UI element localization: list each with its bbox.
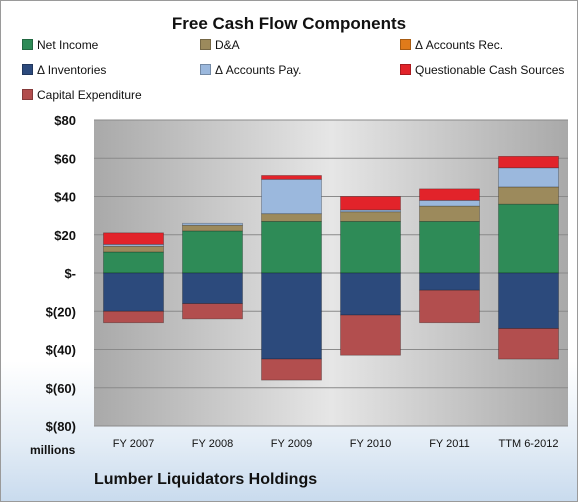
bar-segment-d-a	[182, 224, 243, 232]
y-tick-label: $(80)	[46, 419, 76, 434]
legend-item-d-a: D&A	[200, 38, 240, 52]
bar-segment-delta-inventories	[261, 272, 322, 360]
bar-segment-d-a	[340, 211, 401, 222]
bar-segment-questionable-cash-sources	[498, 155, 559, 169]
bar-segment-delta-inventories	[182, 272, 243, 304]
units-label: millions	[30, 443, 76, 457]
bar-segment-delta-accounts-pay	[419, 199, 480, 207]
legend-label: Questionable Cash Sources	[415, 63, 565, 77]
bar-segment-d-a	[261, 213, 322, 222]
legend-label: Δ Accounts Pay.	[215, 63, 302, 77]
bar-segment-delta-inventories	[419, 272, 480, 291]
bar-segment-delta-accounts-pay	[498, 167, 559, 188]
bar-segment-capital-expenditure	[340, 314, 401, 356]
bar-segment-net-income	[261, 221, 322, 274]
y-tick-label: $20	[54, 228, 76, 243]
bar-segment-capital-expenditure	[498, 328, 559, 360]
legend-label: Capital Expenditure	[37, 88, 142, 102]
bar-segment-delta-accounts-pay	[261, 178, 322, 215]
bar-segment-capital-expenditure	[261, 358, 322, 381]
bar-segment-d-a	[419, 205, 480, 222]
bar-segment-questionable-cash-sources	[419, 188, 480, 201]
bar-segment-capital-expenditure	[182, 303, 243, 320]
chart-title: Free Cash Flow Components	[171, 14, 407, 33]
y-tick-label: $-	[64, 266, 76, 281]
x-tick-label: FY 2011	[429, 438, 470, 450]
legend-label: Net Income	[37, 38, 99, 52]
legend-item-net-income: Net Income	[22, 38, 98, 52]
legend-swatch	[22, 89, 33, 100]
y-tick-label: $(20)	[46, 304, 76, 319]
bar-segment-questionable-cash-sources	[103, 232, 164, 245]
bar-segment-net-income	[419, 221, 480, 274]
legend-label: Δ Accounts Rec.	[415, 38, 504, 52]
y-tick-label: $(40)	[46, 343, 76, 358]
legend-swatch	[22, 39, 33, 50]
bar-segment-questionable-cash-sources	[340, 196, 401, 211]
legend-item-delta-accounts-rec: Δ Accounts Rec.	[400, 38, 503, 52]
bar-segment-capital-expenditure	[103, 310, 164, 324]
legend-swatch	[400, 39, 411, 50]
company-name: Lumber Liquidators Holdings	[94, 471, 318, 488]
bar-segment-delta-inventories	[498, 272, 559, 329]
legend-item-delta-inventories: Δ Inventories	[22, 63, 106, 77]
legend-label: D&A	[215, 38, 240, 52]
legend-swatch	[200, 64, 211, 75]
y-tick-label: $60	[54, 151, 76, 166]
y-tick-label: $40	[54, 190, 76, 205]
bar-segment-d-a	[103, 245, 164, 253]
x-tick-label: FY 2009	[271, 438, 312, 450]
bar-segment-net-income	[103, 251, 164, 274]
bar-segment-questionable-cash-sources	[261, 175, 322, 180]
bar-segment-net-income	[340, 221, 401, 274]
x-tick-label: TTM 6-2012	[499, 438, 559, 450]
legend-item-delta-accounts-pay: Δ Accounts Pay.	[200, 63, 302, 77]
legend-swatch	[22, 64, 33, 75]
x-tick-label: FY 2008	[192, 438, 233, 450]
legend-item-capital-expenditure: Capital Expenditure	[22, 88, 142, 102]
bar-segment-d-a	[498, 186, 559, 205]
x-tick-label: FY 2010	[350, 438, 391, 450]
legend-label: Δ Inventories	[37, 63, 107, 77]
bar-segment-delta-inventories	[340, 272, 401, 316]
bar-segment-delta-inventories	[103, 272, 164, 312]
y-tick-label: $80	[54, 113, 76, 128]
x-tick-label: FY 2007	[113, 438, 154, 450]
bar-segment-net-income	[498, 203, 559, 274]
legend-swatch	[400, 64, 411, 75]
legend-swatch	[200, 39, 211, 50]
legend-item-questionable-cash-sources: Questionable Cash Sources	[400, 63, 564, 77]
y-tick-label: $(60)	[46, 381, 76, 396]
bar-segment-net-income	[182, 230, 243, 274]
bar-segment-delta-accounts-pay	[182, 222, 243, 226]
bar-segment-capital-expenditure	[419, 289, 480, 324]
